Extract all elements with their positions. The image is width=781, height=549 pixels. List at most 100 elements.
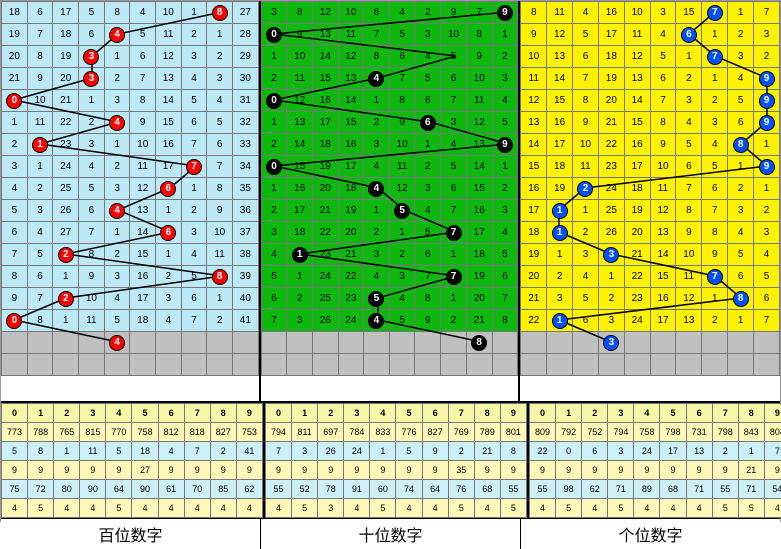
cell: 40 bbox=[233, 288, 259, 310]
stat-cell: 5 bbox=[106, 442, 132, 461]
cell: 8 bbox=[2, 266, 28, 288]
cell: 21 bbox=[598, 112, 624, 134]
stat-cell: 54 bbox=[764, 480, 781, 499]
stat-cell: 3 bbox=[318, 499, 344, 518]
cell bbox=[27, 354, 53, 376]
stat-cell: 55 bbox=[712, 480, 738, 499]
stat-cell: 9 bbox=[660, 461, 686, 480]
cell: 8 bbox=[27, 46, 53, 68]
cell: 13 bbox=[547, 46, 573, 68]
cell: 28 bbox=[233, 24, 259, 46]
cell: 12 bbox=[130, 178, 156, 200]
ball-marker: 6 bbox=[681, 27, 697, 43]
cell: 5 bbox=[181, 266, 207, 288]
cell: 21 bbox=[624, 244, 650, 266]
stat-cell: 792 bbox=[556, 423, 582, 442]
cell: 1 bbox=[104, 222, 130, 244]
cell: 10 bbox=[573, 134, 599, 156]
cell: 7 bbox=[441, 266, 467, 288]
stat-cell: 71 bbox=[738, 480, 764, 499]
cell: 16 bbox=[521, 178, 547, 200]
stat-cell: 784 bbox=[344, 423, 370, 442]
cell: 12 bbox=[547, 24, 573, 46]
cell: 11 bbox=[155, 24, 181, 46]
cell: 8 bbox=[389, 90, 415, 112]
cell: 8 bbox=[650, 112, 676, 134]
stat-cell: 4 bbox=[396, 499, 422, 518]
cell: 11 bbox=[130, 156, 156, 178]
cell: 7 bbox=[441, 222, 467, 244]
stat-cell: 9 bbox=[582, 461, 608, 480]
stat-cell: 4 bbox=[158, 499, 184, 518]
cell: 2 bbox=[364, 222, 390, 244]
cell: 5 bbox=[573, 24, 599, 46]
cell: 18 bbox=[53, 24, 79, 46]
stat-cell: 64 bbox=[422, 480, 448, 499]
stat-header: 3 bbox=[80, 404, 106, 423]
stat-cell: 2 bbox=[712, 442, 738, 461]
cell: 32 bbox=[233, 112, 259, 134]
stat-cell: 98 bbox=[556, 480, 582, 499]
cell: 6 bbox=[415, 90, 441, 112]
cell: 5 bbox=[104, 310, 130, 332]
ball-marker: 4 bbox=[109, 115, 125, 131]
cell: 2 bbox=[261, 68, 287, 90]
stat-cell: 789 bbox=[474, 423, 500, 442]
cell: 4 bbox=[104, 200, 130, 222]
cell bbox=[233, 332, 259, 354]
cell: 13 bbox=[676, 310, 702, 332]
stat-cell: 5 bbox=[448, 499, 474, 518]
cell: 0 bbox=[2, 90, 28, 112]
cell: 8 bbox=[466, 24, 492, 46]
cell: 11 bbox=[338, 24, 364, 46]
cell: 6 bbox=[728, 112, 754, 134]
ball-marker: 0 bbox=[266, 93, 282, 109]
stat-header: 0 bbox=[266, 404, 292, 423]
ball-marker: 4 bbox=[109, 335, 125, 351]
cell: 4 bbox=[2, 178, 28, 200]
cell: 4 bbox=[364, 68, 390, 90]
stat-cell: 827 bbox=[422, 423, 448, 442]
cell: 1 bbox=[261, 46, 287, 68]
cell: 26 bbox=[313, 310, 339, 332]
cell bbox=[287, 354, 313, 376]
stat-cell: 4 bbox=[764, 499, 781, 518]
cell: 10 bbox=[338, 2, 364, 24]
cell: 9 bbox=[521, 24, 547, 46]
stat-cell: 41 bbox=[236, 442, 262, 461]
cell: 19 bbox=[338, 200, 364, 222]
ball-marker: 8 bbox=[733, 291, 749, 307]
footer-labels: 百位数字十位数字个位数字 bbox=[1, 518, 780, 549]
cell: 4 bbox=[261, 244, 287, 266]
ball-marker: 1 bbox=[552, 225, 568, 241]
stat-cell: 9 bbox=[266, 461, 292, 480]
cell: 6 bbox=[441, 178, 467, 200]
cell: 14 bbox=[155, 90, 181, 112]
cell: 17 bbox=[338, 156, 364, 178]
ball-marker: 3 bbox=[603, 335, 619, 351]
cell: 21 bbox=[313, 200, 339, 222]
stat-cell: 776 bbox=[396, 423, 422, 442]
cell bbox=[104, 354, 130, 376]
cell: 2 bbox=[598, 288, 624, 310]
cell: 1 bbox=[287, 244, 313, 266]
stat-header: 6 bbox=[158, 404, 184, 423]
cell bbox=[181, 332, 207, 354]
stat-cell: 90 bbox=[132, 480, 158, 499]
cell: 2 bbox=[104, 244, 130, 266]
stats-table-ones: 0123456789809792752794758798731798843804… bbox=[529, 403, 781, 518]
cell: 16 bbox=[650, 288, 676, 310]
cell: 17 bbox=[650, 310, 676, 332]
cell: 6 bbox=[155, 178, 181, 200]
ball-marker: 9 bbox=[497, 137, 513, 153]
cell: 17 bbox=[624, 156, 650, 178]
cell: 4 bbox=[415, 200, 441, 222]
cell: 3 bbox=[207, 68, 233, 90]
cell: 12 bbox=[313, 2, 339, 24]
cell: 1 bbox=[181, 178, 207, 200]
cell: 8 bbox=[207, 178, 233, 200]
cell: 11 bbox=[521, 68, 547, 90]
cell: 3 bbox=[754, 24, 780, 46]
stat-cell: 794 bbox=[266, 423, 292, 442]
cell: 3 bbox=[261, 222, 287, 244]
